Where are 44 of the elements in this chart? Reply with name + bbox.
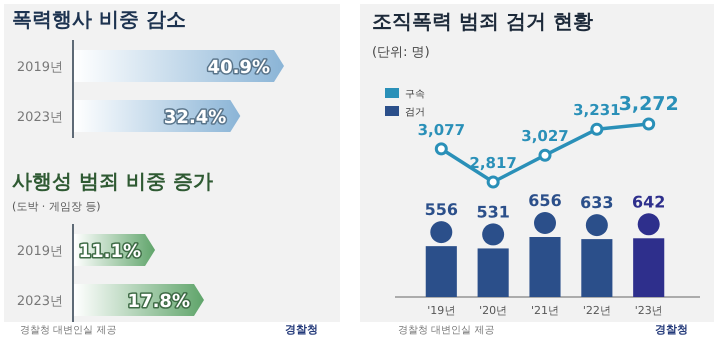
text: 경찰청	[655, 323, 688, 336]
data-label: 17.8%	[128, 291, 190, 312]
point	[538, 148, 552, 162]
data-label: 3,077	[418, 120, 466, 139]
chart-title: 폭력행사 비중 감소	[12, 7, 186, 31]
y-tick-label: 2023년	[16, 110, 63, 125]
bar	[478, 248, 509, 297]
point	[590, 122, 604, 136]
x-tick-label: '23년	[634, 304, 663, 317]
chart-subtitle: (도박 · 게임장 등)	[12, 200, 101, 213]
data-label: 656	[528, 191, 562, 210]
bar	[529, 237, 561, 297]
data-label: 32.4%	[164, 107, 226, 128]
chart-title: 조직폭력 범죄 검거 현황	[372, 9, 593, 33]
data-label: 3,027	[521, 127, 569, 146]
text: 경찰청 대변인실 제공	[398, 325, 494, 336]
data-label: 556	[424, 200, 458, 220]
data-label: 2,817	[469, 154, 517, 172]
legend-label: 구속	[405, 89, 425, 100]
bar	[633, 238, 664, 297]
data-label: 3,272	[618, 93, 679, 115]
x-tick-label: '20년	[479, 304, 508, 317]
point	[434, 142, 448, 156]
text: 경찰청 대변인실 제공	[20, 325, 116, 336]
x-tick-label: '19년	[427, 304, 456, 317]
data-label: 3,231	[573, 101, 621, 120]
point	[486, 176, 500, 188]
y-tick-label: 2023년	[16, 294, 63, 309]
chart-subtitle: (단위: 명)	[372, 45, 430, 60]
bar	[581, 239, 612, 297]
data-label: 531	[476, 202, 510, 222]
y-tick-label: 2019년	[16, 244, 63, 259]
data-label: 633	[580, 193, 614, 212]
y-tick-label: 2019년	[16, 60, 63, 75]
x-tick-label: '22년	[582, 304, 611, 317]
data-label: 11.1%	[78, 241, 142, 262]
text: 경찰청	[285, 323, 318, 336]
legend-label: 검거	[405, 107, 425, 118]
chart-title: 사행성 범죄 비중 증가	[12, 169, 213, 193]
data-label: 642	[632, 192, 666, 212]
point	[642, 118, 656, 130]
x-tick-label: '21년	[530, 304, 560, 317]
bar	[426, 246, 457, 297]
data-label: 40.9%	[208, 57, 270, 78]
